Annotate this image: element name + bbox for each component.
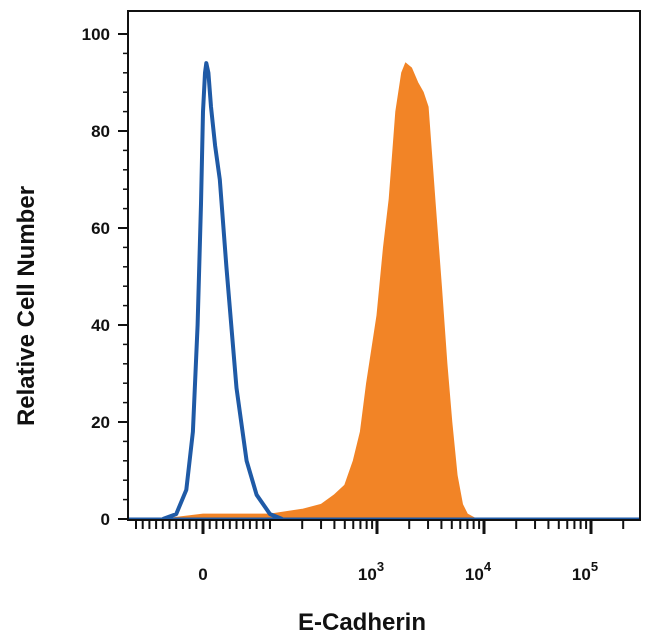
series-outline-histogram	[162, 61, 283, 521]
series-filled-histogram	[162, 62, 477, 520]
y-tick-label: 80	[91, 122, 110, 141]
x-tick-label: 105	[572, 559, 598, 584]
y-tick-label: 0	[101, 510, 110, 529]
plot-area	[128, 61, 640, 521]
x-axis-title: E-Cadherin	[298, 609, 426, 636]
x-axis: 0 103 104 105	[135, 520, 625, 584]
y-axis: 0 20 40 60 80 100	[82, 25, 128, 529]
x-tick-label: 104	[465, 559, 492, 584]
x-tick-label: 0	[198, 565, 207, 584]
y-tick-label: 40	[91, 316, 110, 335]
y-axis-title: Relative Cell Number	[13, 186, 40, 426]
x-tick-label: 103	[358, 559, 384, 584]
plot-frame	[127, 10, 641, 521]
y-tick-label: 100	[82, 25, 110, 44]
y-tick-label: 60	[91, 219, 110, 238]
y-tick-label: 20	[91, 413, 110, 432]
